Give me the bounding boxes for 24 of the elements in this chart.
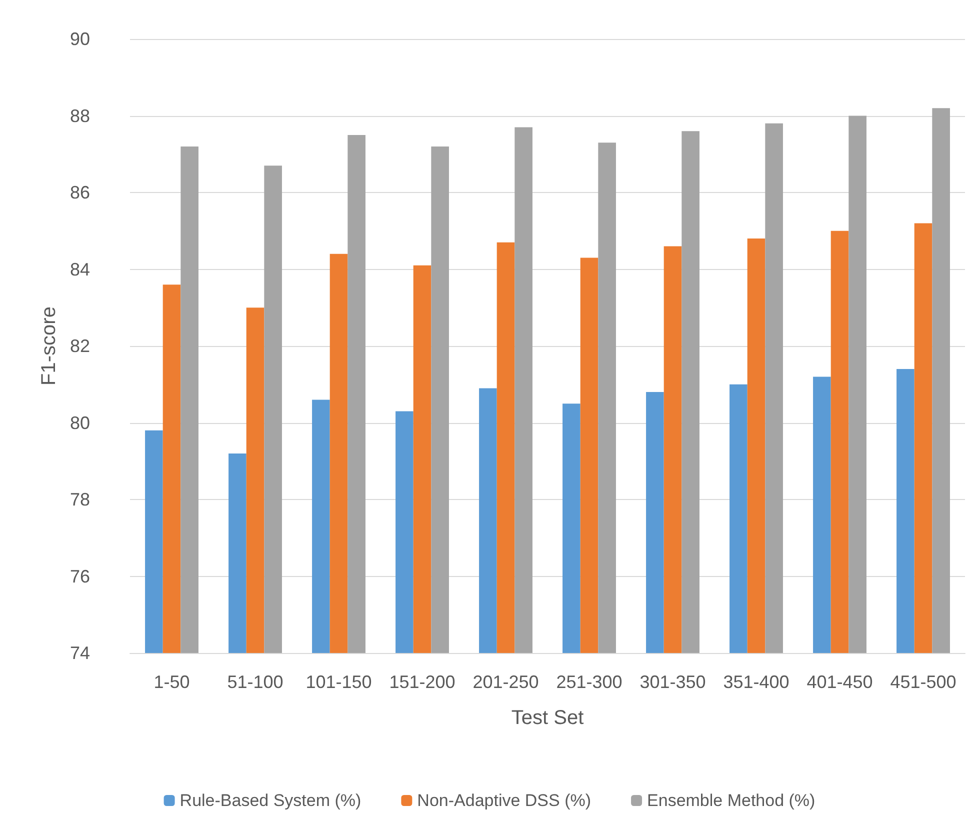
- x-tick-label: 1-50: [154, 672, 190, 692]
- y-tick-label: 80: [70, 412, 90, 433]
- y-tick-label: 86: [70, 182, 90, 202]
- y-tick-label: 90: [70, 29, 90, 49]
- legend-label: Rule-Based System (%): [180, 791, 362, 810]
- x-tick-label: 351-400: [723, 672, 790, 692]
- y-tick-label: 78: [70, 490, 90, 510]
- x-tick-label: 451-500: [890, 672, 956, 692]
- y-axis-title: F1-score: [38, 306, 60, 386]
- y-tick-label: 74: [70, 643, 90, 663]
- y-tick-label: 82: [70, 336, 90, 356]
- y-tick-label: 84: [70, 259, 90, 280]
- x-tick-label: 151-200: [389, 672, 456, 692]
- x-tick-label: 301-350: [640, 672, 706, 692]
- x-tick-label: 401-450: [806, 672, 873, 692]
- legend-label: Ensemble Method (%): [647, 791, 816, 810]
- x-tick-label: 251-300: [556, 672, 622, 692]
- y-tick-label: 76: [70, 566, 90, 586]
- x-axis-title: Test Set: [511, 707, 584, 729]
- y-tick-label: 88: [70, 106, 90, 126]
- x-tick-label: 201-250: [472, 672, 539, 692]
- x-tick-label: 51-100: [227, 672, 284, 692]
- x-tick-label: 101-150: [306, 672, 372, 692]
- legend-label: Non-Adaptive DSS (%): [417, 791, 592, 810]
